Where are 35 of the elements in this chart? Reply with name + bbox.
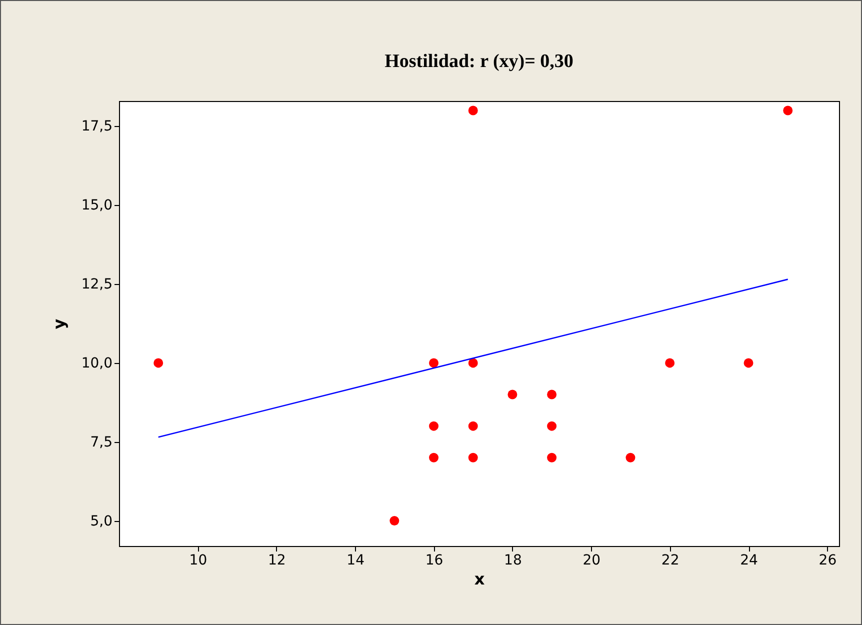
y-axis-title: y [49,318,68,330]
point [468,106,478,116]
y-tick-label: 5,0 [90,513,112,530]
y-tick-label: 7,5 [90,434,112,450]
point [665,358,675,368]
point [390,516,400,526]
x-tick-label: 10 [189,552,208,568]
chart-title: Hostilidad: r (xy)= 0,30 [384,51,574,72]
x-tick-label: 26 [818,552,837,568]
y-tick-label: 12,5 [81,276,112,293]
x-axis-title: x [474,570,486,588]
y-tick-label: 15,0 [81,198,112,214]
x-tick-label: 18 [504,552,522,568]
point [744,358,754,368]
x-tick-label: 20 [582,552,601,568]
y-tick-label: 10,0 [81,355,112,372]
point [547,421,557,431]
x-tick-label: 14 [346,552,365,568]
x-tick-label: 24 [740,552,758,568]
x-tick-label: 12 [268,552,286,568]
point [468,452,478,462]
point [547,390,557,400]
point [429,452,438,462]
point [626,452,636,462]
point [508,390,518,400]
point [154,358,164,368]
x-tick-label: 16 [425,552,444,568]
point [429,421,438,431]
point [468,358,478,368]
y-tick-label: 17,5 [81,118,112,135]
x-tick-label: 22 [661,552,680,568]
point [468,421,478,431]
point [783,106,793,116]
point [429,358,438,368]
point [547,452,557,462]
